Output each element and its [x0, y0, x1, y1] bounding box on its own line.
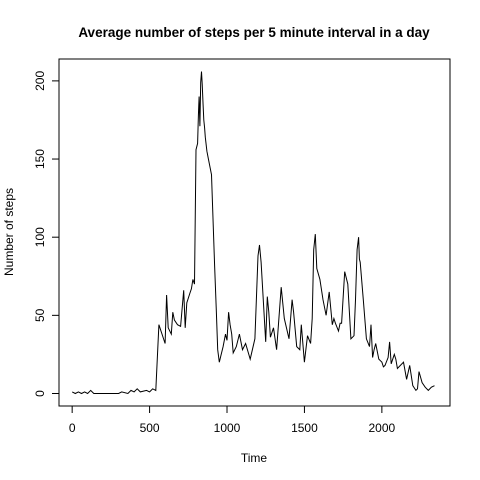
chart-title: Average number of steps per 5 minute int…: [78, 25, 430, 40]
y-axis-label: Number of steps: [2, 188, 16, 276]
x-axis: 0 500 1000 1500 2000: [69, 405, 396, 435]
x-tick-label: 0: [69, 421, 76, 435]
x-axis-label: Time: [241, 451, 268, 465]
y-tick-label: 50: [33, 308, 47, 322]
series-line: [71, 71, 435, 395]
y-tick-label: 200: [33, 71, 47, 91]
series-layer: [71, 71, 435, 395]
y-axis: 0 50 100 150 200: [33, 71, 60, 397]
x-tick-label: 1000: [214, 421, 241, 435]
y-tick-label: 100: [33, 227, 47, 247]
x-tick-label: 1500: [291, 421, 318, 435]
x-tick-label: 2000: [369, 421, 396, 435]
x-tick-label: 500: [140, 421, 160, 435]
y-tick-label: 0: [33, 390, 47, 397]
plot-frame: [58, 58, 451, 407]
y-tick-label: 150: [33, 149, 47, 169]
